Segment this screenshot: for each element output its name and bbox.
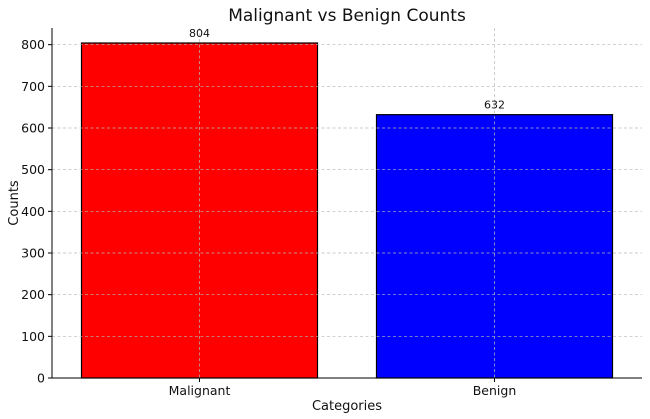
y-tick-label: 800: [21, 37, 45, 52]
x-tick-label: Malignant: [169, 383, 231, 398]
tick-labels: 0 100 200 300 400 500 600 700 800 Malignant Benign: [21, 37, 516, 398]
y-tick-label: 500: [21, 162, 45, 177]
y-tick-label: 200: [21, 287, 45, 302]
y-axis-label: Counts: [7, 180, 22, 226]
y-tick-label: 300: [21, 246, 45, 261]
grid-lines: [52, 28, 642, 378]
x-axis-label: Categories: [312, 399, 382, 414]
bar-value-label: 804: [189, 27, 210, 40]
bar-benign: [375, 114, 614, 379]
y-tick-label: 0: [37, 371, 45, 386]
y-tick-label: 400: [21, 204, 45, 219]
axes: [48, 28, 642, 382]
bar-value-label: 632: [484, 99, 505, 112]
data-labels: 804 632: [189, 27, 505, 112]
x-tick-label: Benign: [473, 383, 517, 398]
y-tick-label: 600: [21, 121, 45, 136]
y-tick-label: 700: [21, 79, 45, 94]
y-tick-label: 100: [21, 329, 45, 344]
chart-title: Malignant vs Benign Counts: [228, 6, 466, 26]
